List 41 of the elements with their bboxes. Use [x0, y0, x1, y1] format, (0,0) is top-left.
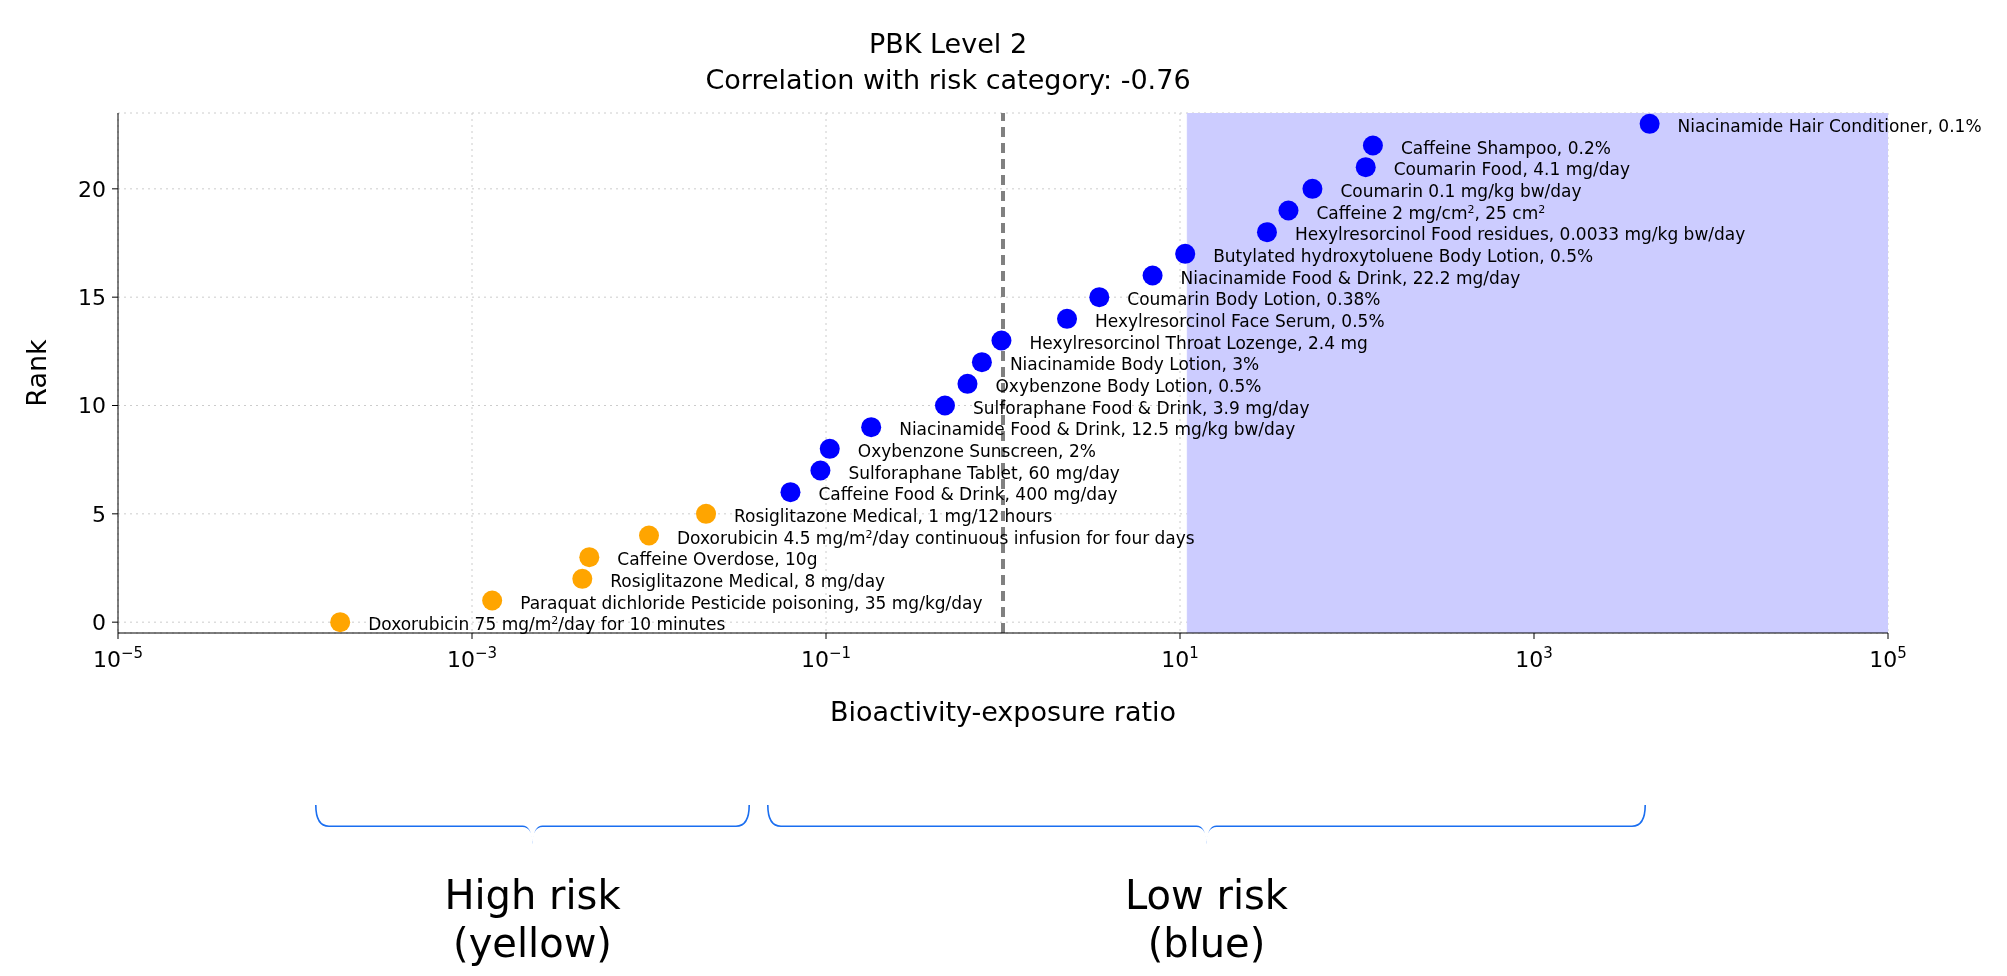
- annotation: Hexylresorcinol Throat Lozenge, 2.4 mg: [1029, 332, 1368, 353]
- x-tick-label: 10$^{3}$: [1515, 644, 1553, 672]
- y-tick-label: 10: [78, 393, 106, 419]
- annotation: Doxorubicin 75 mg/m$^{2}$/day for 10 minutes: [368, 613, 726, 635]
- y-axis-title: Rank: [20, 338, 52, 407]
- annotation: Hexylresorcinol Food residues, 0.0033 mg/kg bw/day: [1294, 224, 1746, 245]
- annotation: Paraquat dichloride Pesticide poisoning, 35 mg/kg/day: [520, 592, 983, 613]
- annotation: Doxorubicin 4.5 mg/m$^{2}$/day continuous infusion for four days: [677, 527, 1195, 548]
- annotation: Oxybenzone Sunscreen, 2%: [857, 440, 1096, 461]
- x-tick-label: 10$^{−5}$: [92, 644, 144, 672]
- text: Low risk (blue): [1123, 871, 1289, 967]
- annotation: Coumarin Body Lotion, 0.38%: [1127, 289, 1381, 310]
- annotation: Coumarin Food, 4.1 mg/day: [1393, 159, 1630, 180]
- annotation: Rosiglitazone Medical, 8 mg/day: [610, 570, 886, 591]
- annotation: Caffeine Shampoo, 0.2%: [1400, 137, 1611, 158]
- annotation: Rosiglitazone Medical, 1 mg/12 hours: [734, 505, 1053, 526]
- annotation: Caffeine 2 mg/cm$^{2}$, 25 cm$^{2}$: [1316, 202, 1546, 223]
- y-tick-label: 5: [92, 501, 106, 527]
- x-tick-label: 10$^{−1}$: [800, 644, 852, 672]
- annotation: Niacinamide Body Lotion, 3%: [1009, 354, 1260, 375]
- annotation: Caffeine Overdose, 10g: [617, 549, 818, 570]
- x-tick-label: 10$^{5}$: [1869, 644, 1907, 672]
- annotation: Niacinamide Hair Conditioner, 0.1%: [1677, 115, 1982, 136]
- x-tick-label: 10$^{1}$: [1161, 644, 1199, 672]
- annotation: Niacinamide Food & Drink, 12.5 mg/kg bw/day: [899, 419, 1296, 440]
- chart-subtitle: Correlation with risk category: -0.76: [704, 63, 1192, 97]
- y-tick-label: 0: [92, 609, 106, 635]
- y-tick-label: 15: [78, 284, 106, 310]
- annotation: Niacinamide Food & Drink, 22.2 mg/day: [1180, 267, 1521, 288]
- annotation: Oxybenzone Body Lotion, 0.5%: [995, 375, 1262, 396]
- annotation: Sulforaphane Food & Drink, 3.9 mg/day: [972, 397, 1310, 418]
- text: High risk (yellow): [443, 871, 622, 967]
- chart-title: PBK Level 2: [867, 27, 1029, 61]
- annotation: Butylated hydroxytoluene Body Lotion, 0.5%: [1213, 245, 1594, 266]
- annotation: Hexylresorcinol Face Serum, 0.5%: [1095, 310, 1385, 331]
- annotation: Sulforaphane Tablet, 60 mg/day: [848, 462, 1120, 483]
- annotation: Caffeine Food & Drink, 400 mg/day: [818, 484, 1118, 505]
- y-tick-label: 20: [78, 176, 106, 202]
- x-axis-title: Bioactivity-exposure ratio: [829, 696, 1177, 727]
- x-tick-label: 10$^{−3}$: [446, 644, 498, 672]
- annotation: Coumarin 0.1 mg/kg bw/day: [1340, 180, 1582, 201]
